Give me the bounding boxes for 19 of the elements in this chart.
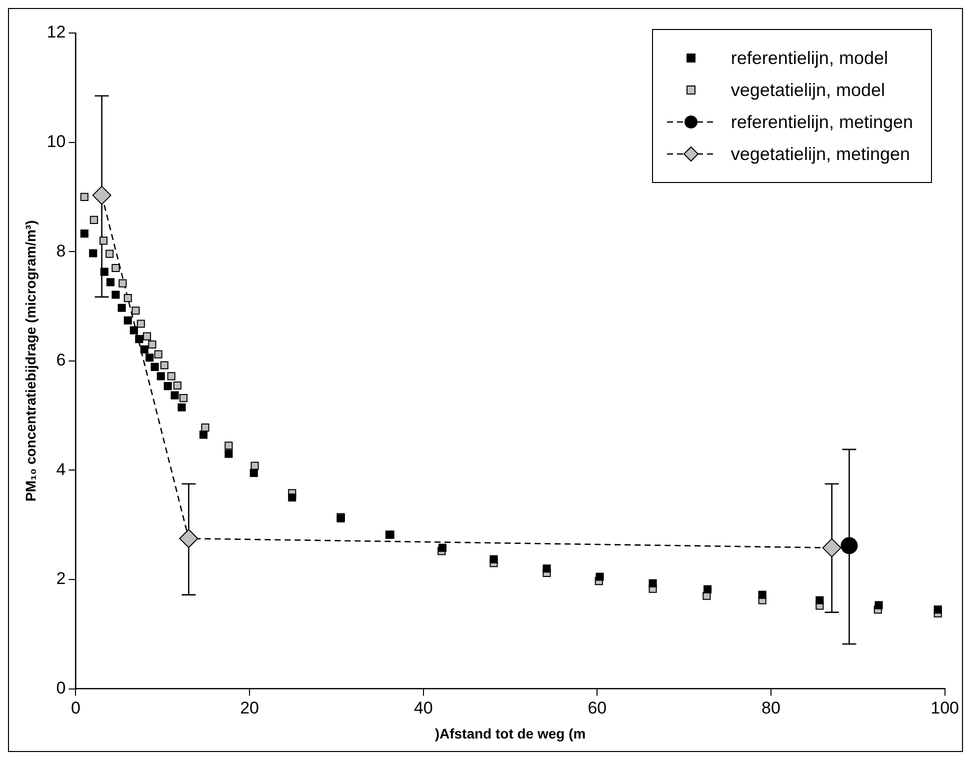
legend-label: vegetatielijn, model (730, 80, 885, 100)
x-tick-label: 100 (930, 698, 960, 718)
y-tick-label: 12 (46, 22, 66, 42)
y-axis-title: PM₁₀ concentratiebijdrage (microgram/m³) (22, 220, 38, 502)
x-tick-label: 40 (414, 698, 433, 718)
y-tick-label: 6 (56, 350, 66, 370)
x-tick-label: 60 (588, 698, 607, 718)
x-tick-label: 80 (762, 698, 780, 718)
legend-label: referentielijn, metingen (730, 112, 913, 132)
x-tick-label: 0 (70, 698, 80, 718)
y-tick-label: 2 (56, 569, 66, 588)
y-tick-label: 8 (56, 241, 66, 260)
y-tick-label: 10 (46, 132, 66, 151)
legend-label: vegetatielijn, metingen (730, 144, 910, 164)
x-tick-label: 20 (240, 698, 259, 718)
y-tick-label: 4 (56, 460, 66, 479)
y-tick-label: 0 (56, 678, 66, 698)
legend-label: referentielijn, model (730, 48, 888, 68)
x-axis-title: )Afstand tot de weg (m (434, 725, 586, 742)
